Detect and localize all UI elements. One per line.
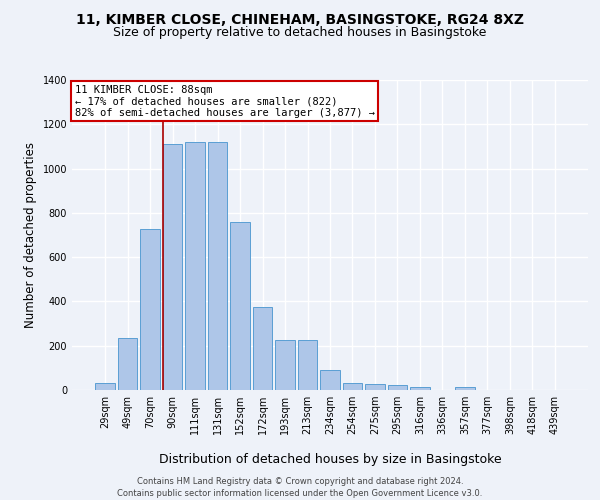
Bar: [208, 142, 227, 390]
Text: Size of property relative to detached houses in Basingstoke: Size of property relative to detached ho…: [113, 26, 487, 39]
Bar: [230, 222, 250, 390]
Y-axis label: Number of detached properties: Number of detached properties: [24, 142, 37, 328]
Bar: [455, 388, 475, 390]
Bar: [320, 370, 340, 390]
Bar: [275, 340, 295, 390]
Text: Distribution of detached houses by size in Basingstoke: Distribution of detached houses by size …: [158, 452, 502, 466]
Bar: [410, 386, 430, 390]
Bar: [298, 340, 317, 390]
Text: 11 KIMBER CLOSE: 88sqm
← 17% of detached houses are smaller (822)
82% of semi-de: 11 KIMBER CLOSE: 88sqm ← 17% of detached…: [74, 84, 374, 118]
Bar: [185, 142, 205, 390]
Bar: [253, 307, 272, 390]
Text: Contains public sector information licensed under the Open Government Licence v3: Contains public sector information licen…: [118, 489, 482, 498]
Text: 11, KIMBER CLOSE, CHINEHAM, BASINGSTOKE, RG24 8XZ: 11, KIMBER CLOSE, CHINEHAM, BASINGSTOKE,…: [76, 12, 524, 26]
Bar: [95, 384, 115, 390]
Bar: [118, 338, 137, 390]
Bar: [163, 144, 182, 390]
Bar: [388, 385, 407, 390]
Bar: [365, 384, 385, 390]
Bar: [140, 230, 160, 390]
Text: Contains HM Land Registry data © Crown copyright and database right 2024.: Contains HM Land Registry data © Crown c…: [137, 478, 463, 486]
Bar: [343, 384, 362, 390]
